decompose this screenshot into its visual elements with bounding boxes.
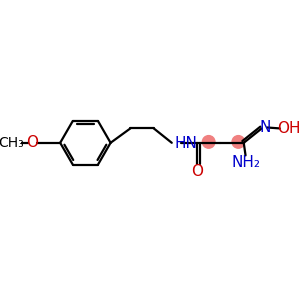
Text: N: N [260,120,271,135]
Text: NH₂: NH₂ [232,155,261,170]
Text: O: O [191,164,203,179]
Text: OH: OH [277,121,300,136]
Circle shape [202,136,215,148]
Text: CH₃: CH₃ [0,136,24,150]
Text: HN: HN [175,136,197,151]
Circle shape [232,136,244,148]
Text: O: O [26,135,38,150]
